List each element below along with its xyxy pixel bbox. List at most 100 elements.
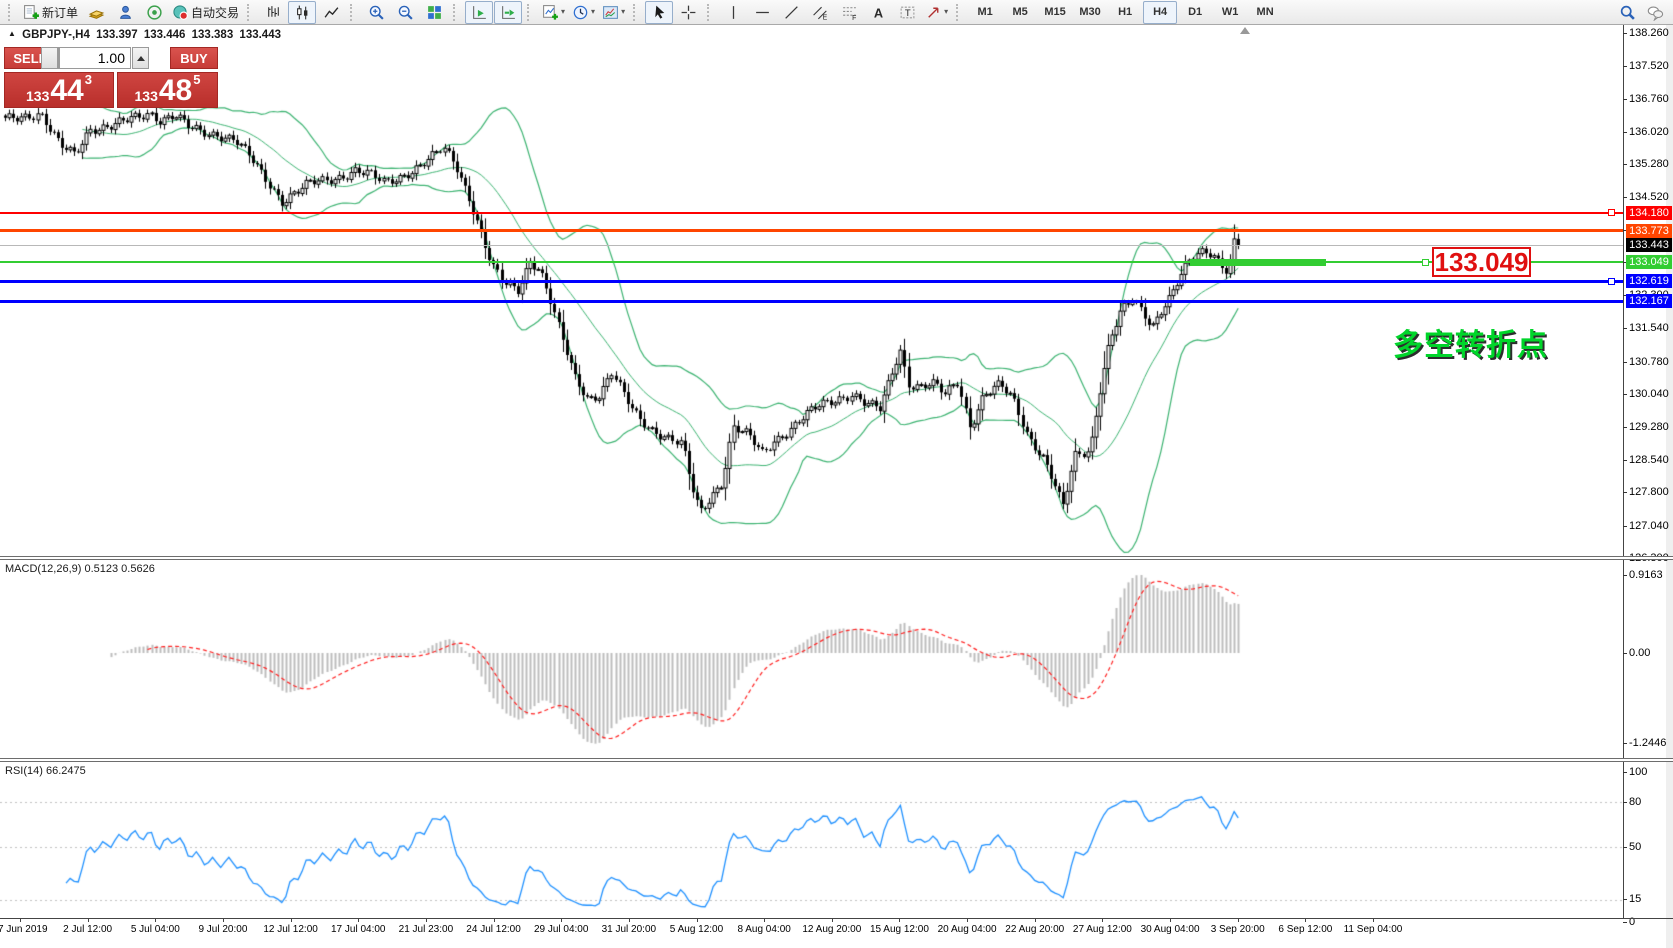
auto-trading-button[interactable]: 自动交易 bbox=[169, 1, 242, 24]
volume-increase-button[interactable] bbox=[132, 47, 149, 69]
collapse-panel-icon[interactable]: ▲ bbox=[8, 29, 16, 38]
sounds-button[interactable] bbox=[140, 1, 168, 24]
toolbar-separator bbox=[633, 3, 640, 21]
price-axis-tick bbox=[1623, 65, 1627, 67]
sounds-icon bbox=[146, 4, 162, 20]
timeframe-h4-button[interactable]: H4 bbox=[1143, 0, 1178, 24]
time-axis-tick bbox=[764, 918, 766, 922]
window-edge bbox=[1666, 25, 1673, 948]
horizontal-line[interactable] bbox=[0, 299, 1623, 303]
bar-chart-button[interactable] bbox=[259, 1, 287, 24]
timeframe-mn-button[interactable]: MN bbox=[1256, 6, 1274, 18]
toolbar-separator bbox=[350, 3, 357, 21]
macd-label: MACD(12,26,9) 0.5123 0.5626 bbox=[5, 563, 155, 575]
time-axis-tick bbox=[87, 918, 89, 922]
macd-axis-tick bbox=[1623, 652, 1627, 654]
chat-button[interactable] bbox=[1641, 1, 1669, 24]
new-chart-icon bbox=[543, 4, 558, 20]
chart-shift-icon bbox=[501, 5, 515, 19]
macd-canvas[interactable] bbox=[0, 561, 1623, 758]
chart-shift-button[interactable] bbox=[494, 0, 523, 24]
timeframe-m15-button[interactable]: M15 bbox=[1044, 6, 1066, 18]
line-handle[interactable] bbox=[1608, 209, 1615, 217]
price-axis-label: 129.280 bbox=[1629, 421, 1669, 434]
text-button[interactable]: A bbox=[864, 1, 892, 24]
chevron-down-icon[interactable]: ▾ bbox=[591, 7, 596, 16]
new-chart-button[interactable]: ▾ bbox=[539, 1, 568, 24]
price-axis-label: 130.040 bbox=[1629, 388, 1669, 401]
time-axis-label: 3 Sep 20:00 bbox=[1210, 924, 1265, 935]
toolbar-separator bbox=[8, 3, 15, 21]
time-axis-label: 12 Aug 20:00 bbox=[802, 924, 862, 935]
time-axis-tick bbox=[1237, 918, 1239, 922]
volume-input[interactable] bbox=[59, 47, 131, 69]
line-handle[interactable] bbox=[1608, 277, 1615, 285]
timeframe-m30-button[interactable]: M30 bbox=[1079, 6, 1101, 18]
time-axis-label: 21 Jul 23:00 bbox=[398, 924, 454, 935]
cursor-button[interactable] bbox=[645, 0, 674, 24]
journal-button[interactable] bbox=[82, 1, 110, 24]
crosshair-button[interactable] bbox=[674, 1, 702, 24]
chevron-down-icon[interactable]: ▾ bbox=[944, 7, 949, 16]
timeframe-m5-button[interactable]: M5 bbox=[1012, 6, 1028, 18]
trendline-button[interactable] bbox=[777, 1, 805, 24]
panel-splitter[interactable] bbox=[0, 556, 1673, 560]
template-button[interactable]: ▾ bbox=[599, 1, 628, 24]
horizontal-line[interactable] bbox=[0, 279, 1623, 283]
candlestick-chart-button[interactable] bbox=[288, 0, 317, 24]
timeframe-group: M1 M5 M15 M30 H1 H4 D1 W1 MN bbox=[968, 0, 1282, 24]
period-button[interactable]: ▾ bbox=[569, 1, 598, 24]
zoom-out-button[interactable] bbox=[391, 1, 419, 24]
zoom-in-button[interactable] bbox=[362, 1, 390, 24]
price-axis-tick bbox=[1623, 262, 1627, 264]
equidistant-channel-button[interactable]: E bbox=[806, 1, 834, 24]
auto-scroll-button[interactable] bbox=[465, 0, 494, 24]
sell-price-prefix: 133 bbox=[26, 88, 50, 104]
new-order-button[interactable]: 新订单 bbox=[20, 1, 81, 24]
price-axis-label: 131.540 bbox=[1629, 322, 1669, 335]
chevron-down-icon[interactable]: ▾ bbox=[561, 7, 566, 16]
timeframe-h1-button[interactable]: H1 bbox=[1118, 6, 1133, 18]
volume-decrease-button[interactable] bbox=[41, 47, 58, 69]
rsi-canvas[interactable] bbox=[0, 763, 1623, 918]
time-axis-label: 27 Aug 12:00 bbox=[1072, 924, 1132, 935]
buy-button[interactable]: BUY bbox=[170, 47, 218, 69]
price-annotation-box[interactable]: 133.049 bbox=[1432, 247, 1531, 277]
line-handle[interactable] bbox=[1422, 258, 1429, 266]
time-axis-tick bbox=[561, 918, 563, 922]
price-chart-canvas[interactable] bbox=[0, 25, 1623, 556]
sell-price-sup: 3 bbox=[84, 72, 92, 87]
panel-splitter[interactable] bbox=[0, 758, 1673, 762]
chevron-down-icon[interactable]: ▾ bbox=[621, 7, 626, 16]
timeframe-m1-button[interactable]: M1 bbox=[977, 6, 993, 18]
time-axis-tick bbox=[628, 918, 630, 922]
arrows-button[interactable]: ▾ bbox=[922, 1, 951, 24]
time-axis-label: 17 Jul 04:00 bbox=[331, 924, 386, 935]
fibonacci-button[interactable]: F bbox=[835, 1, 863, 24]
time-axis-label: 15 Aug 12:00 bbox=[869, 924, 929, 935]
timeframe-d1-button[interactable]: D1 bbox=[1188, 6, 1203, 18]
timeframe-w1-button[interactable]: W1 bbox=[1221, 6, 1239, 18]
horizontal-line-button[interactable] bbox=[748, 1, 776, 24]
horizontal-line[interactable] bbox=[0, 229, 1623, 233]
vertical-line-button[interactable] bbox=[719, 1, 747, 24]
time-axis-label: 11 Sep 04:00 bbox=[1343, 924, 1403, 935]
triangle-up-icon bbox=[136, 55, 145, 61]
text-label-button[interactable]: T bbox=[893, 1, 921, 24]
buy-price-sup: 5 bbox=[193, 72, 201, 87]
buy-price-prefix: 133 bbox=[134, 88, 158, 104]
sell-price-button[interactable]: 133 44 3 bbox=[4, 72, 114, 108]
community-button[interactable] bbox=[111, 1, 139, 24]
horizontal-line[interactable] bbox=[0, 261, 1623, 264]
cursor-icon bbox=[654, 5, 664, 19]
line-chart-button[interactable] bbox=[317, 1, 345, 24]
buy-price-button[interactable]: 133 48 5 bbox=[117, 72, 218, 108]
rsi-axis-tick bbox=[1623, 771, 1627, 773]
template-icon bbox=[603, 5, 618, 19]
search-button[interactable] bbox=[1613, 1, 1641, 24]
tile-windows-button[interactable] bbox=[420, 1, 448, 24]
text-annotation-turning-point[interactable]: 多空转折点 bbox=[1393, 329, 1548, 362]
horizontal-line-highlight[interactable] bbox=[1190, 258, 1326, 266]
horizontal-line[interactable] bbox=[0, 211, 1623, 214]
rsi-axis-label: 0 bbox=[1629, 915, 1636, 928]
